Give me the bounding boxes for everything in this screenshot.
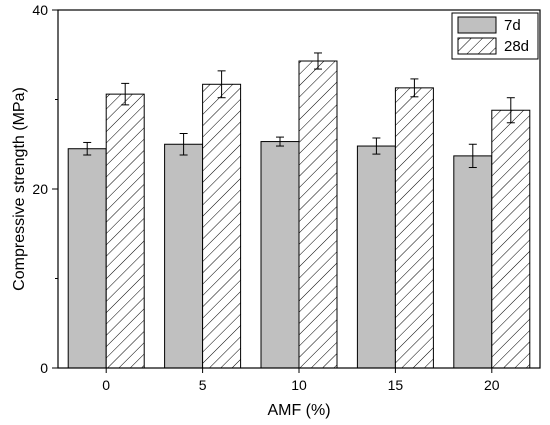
- legend-swatch-7d: [457, 16, 497, 34]
- legend-swatch-28d: [457, 37, 497, 55]
- x-tick-label-5: 5: [199, 377, 207, 393]
- bar-7d-5: [164, 143, 204, 369]
- bar-7d-20: [453, 155, 493, 369]
- y-tick-label-20: 20: [32, 181, 48, 197]
- bar-7d-0: [67, 148, 107, 369]
- bar-28d-20: [491, 109, 531, 369]
- x-tick-label-15: 15: [388, 377, 404, 393]
- legend-label-28d: 28d: [504, 38, 529, 55]
- bar-28d-10: [298, 60, 338, 369]
- legend-label-7d: 7d: [504, 17, 521, 34]
- y-tick-label-40: 40: [32, 2, 48, 18]
- x-tick-label-0: 0: [102, 377, 110, 393]
- y-tick-label-0: 0: [40, 360, 48, 376]
- bars-layer: [67, 60, 531, 369]
- bar-28d-0: [105, 93, 145, 369]
- x-tick-label-10: 10: [291, 377, 307, 393]
- bar-7d-10: [260, 141, 300, 369]
- y-axis-title: Compressive strength (MPa): [11, 87, 28, 291]
- x-axis-title: AMF (%): [267, 402, 330, 419]
- bar-7d-15: [356, 145, 396, 369]
- bar-28d-15: [394, 87, 434, 369]
- error-bars-layer: [83, 52, 515, 169]
- x-tick-label-20: 20: [484, 377, 500, 393]
- bar-28d-5: [202, 83, 242, 369]
- ticks-layer: 0 5 10 15 20 0 20 40: [32, 2, 499, 393]
